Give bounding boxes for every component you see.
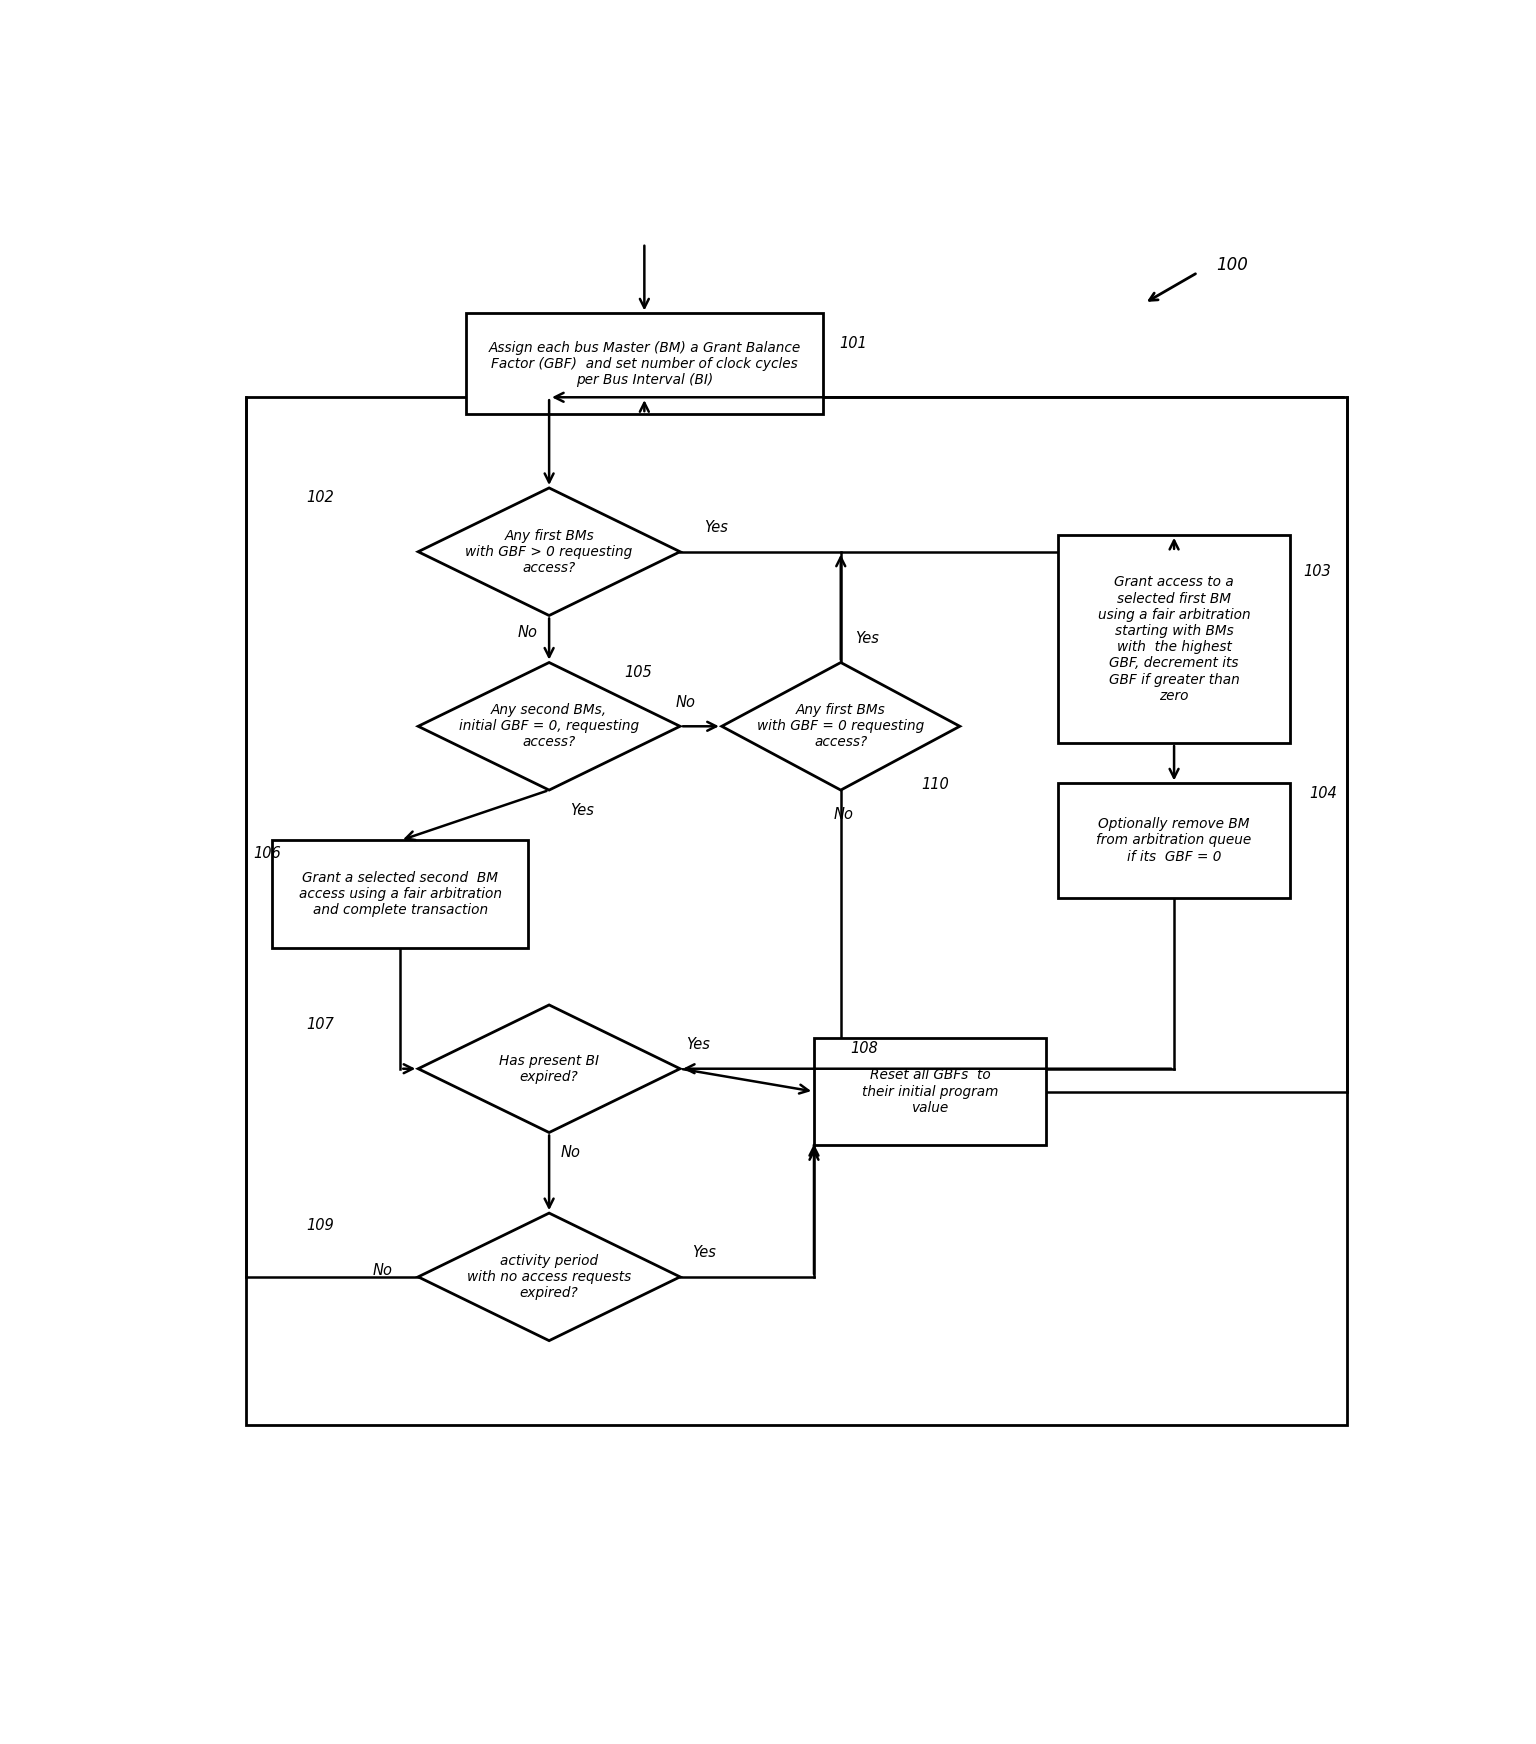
Polygon shape	[418, 663, 680, 790]
Text: 101: 101	[839, 337, 866, 351]
FancyBboxPatch shape	[272, 841, 528, 947]
Text: Yes: Yes	[691, 1245, 716, 1261]
Polygon shape	[418, 1214, 680, 1341]
Text: 105: 105	[625, 664, 653, 680]
Polygon shape	[418, 488, 680, 616]
Text: Yes: Yes	[570, 802, 594, 818]
Text: 110: 110	[922, 776, 949, 792]
Text: Any first BMs
with GBF = 0 requesting
access?: Any first BMs with GBF = 0 requesting ac…	[757, 703, 925, 750]
Text: No: No	[561, 1146, 581, 1160]
Text: Grant a selected second  BM
access using a fair arbitration
and complete transac: Grant a selected second BM access using …	[300, 870, 502, 917]
Text: 108: 108	[851, 1041, 879, 1057]
Text: Optionally remove BM
from arbitration queue
if its  GBF = 0: Optionally remove BM from arbitration qu…	[1097, 818, 1252, 863]
Text: No: No	[518, 626, 538, 640]
Text: Reset all GBFs  to
their initial program
value: Reset all GBFs to their initial program …	[862, 1069, 998, 1114]
Text: 104: 104	[1309, 787, 1336, 800]
Text: Yes: Yes	[687, 1038, 710, 1052]
Text: activity period
with no access requests
expired?: activity period with no access requests …	[467, 1254, 631, 1299]
Text: No: No	[676, 694, 696, 710]
FancyBboxPatch shape	[1058, 535, 1290, 743]
Text: 102: 102	[307, 490, 335, 506]
Text: Yes: Yes	[703, 520, 728, 535]
Text: No: No	[372, 1263, 393, 1278]
FancyBboxPatch shape	[814, 1038, 1046, 1146]
Text: Any first BMs
with GBF > 0 requesting
access?: Any first BMs with GBF > 0 requesting ac…	[465, 528, 633, 576]
Text: 106: 106	[253, 846, 281, 862]
FancyBboxPatch shape	[465, 314, 823, 413]
Text: Grant access to a
selected first BM
using a fair arbitration
starting with BMs
w: Grant access to a selected first BM usin…	[1098, 576, 1250, 703]
Text: 109: 109	[307, 1219, 335, 1233]
Text: Yes: Yes	[856, 631, 879, 645]
Text: No: No	[833, 807, 852, 821]
Polygon shape	[418, 1005, 680, 1132]
Text: 107: 107	[307, 1017, 335, 1032]
FancyBboxPatch shape	[1058, 783, 1290, 898]
FancyBboxPatch shape	[246, 398, 1347, 1425]
Text: Has present BI
expired?: Has present BI expired?	[499, 1053, 599, 1083]
Text: 100: 100	[1217, 256, 1247, 274]
Text: 103: 103	[1303, 565, 1330, 579]
Text: Assign each bus Master (BM) a Grant Balance
Factor (GBF)  and set number of cloc: Assign each bus Master (BM) a Grant Bala…	[488, 340, 800, 387]
Polygon shape	[722, 663, 960, 790]
Text: Any second BMs,
initial GBF = 0, requesting
access?: Any second BMs, initial GBF = 0, request…	[459, 703, 639, 750]
